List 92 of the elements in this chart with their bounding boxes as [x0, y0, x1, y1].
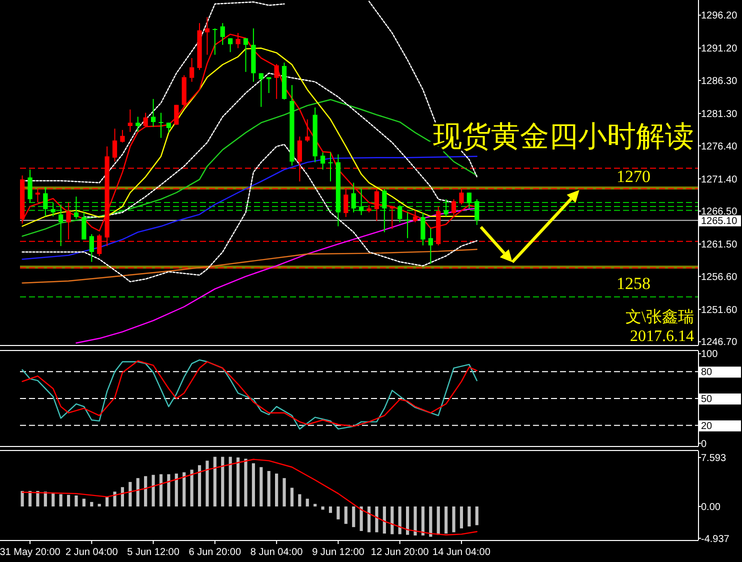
- bar: [390, 506, 394, 534]
- bar: [398, 506, 402, 534]
- bar: [375, 506, 378, 532]
- x-tick-label: 14 Jun 04:00: [432, 547, 491, 558]
- bar: [182, 472, 186, 506]
- bar: [352, 506, 356, 528]
- x-tick-label: 9 Jun 12:00: [312, 547, 365, 558]
- x-tick-label: 12 Jun 20:00: [370, 547, 430, 558]
- y-tick-label: 1296.20: [701, 10, 738, 22]
- bar: [414, 506, 417, 536]
- bar: [314, 504, 317, 506]
- bar: [452, 506, 456, 532]
- annotation: 文\张鑫瑞: [626, 308, 694, 326]
- bar: [321, 506, 324, 510]
- bar: [336, 506, 340, 520]
- y-tick-label: 1276.40: [701, 141, 738, 152]
- y-tick-label: 1261.50: [701, 240, 738, 251]
- bar: [159, 474, 163, 506]
- y-tick-label: 1246.70: [701, 337, 738, 348]
- bar: [236, 457, 240, 506]
- annotation: 2017.6.14: [630, 328, 694, 345]
- bar: [128, 482, 132, 506]
- x-tick-label: 8 Jun 04:00: [250, 547, 304, 558]
- bar: [28, 490, 32, 506]
- bar: [468, 506, 471, 526]
- y-tick-label: 1251.60: [701, 304, 738, 316]
- y-tick-label: 1265.10: [701, 216, 738, 227]
- bar: [344, 506, 348, 524]
- bar: [282, 478, 286, 506]
- bar: [90, 502, 94, 506]
- bar: [152, 474, 155, 506]
- bar: [275, 474, 278, 506]
- x-tick-label: 2 Jun 04:00: [66, 547, 118, 558]
- bar: [98, 504, 101, 506]
- y-tick-label: 1281.30: [701, 108, 738, 120]
- y-tick-label: 1291.20: [701, 44, 738, 55]
- bar: [244, 458, 248, 506]
- bar: [460, 506, 464, 528]
- ref-line-label: 1258: [616, 274, 651, 294]
- x-tick-label: 6 Jun 20:00: [188, 547, 242, 558]
- bar: [267, 470, 270, 506]
- bar: [252, 463, 255, 506]
- bar: [444, 506, 448, 534]
- bar: [206, 460, 209, 506]
- bar: [174, 474, 178, 506]
- y-tick-label: 0.00: [701, 502, 721, 513]
- y-tick-label: 1266.50: [701, 206, 738, 218]
- y-tick-label: 1256.60: [701, 272, 738, 283]
- bar: [406, 506, 410, 535]
- bar: [36, 490, 40, 506]
- bar: [298, 494, 302, 506]
- bar: [328, 506, 332, 513]
- bar: [221, 456, 224, 506]
- bar: [421, 506, 424, 536]
- bar: [475, 506, 478, 526]
- ref-line-label: 1270: [616, 167, 651, 186]
- bar: [74, 496, 78, 506]
- bar: [106, 496, 109, 506]
- bar: [52, 494, 55, 506]
- x-tick-label: 31 May 20:00: [0, 547, 61, 558]
- bar: [190, 470, 194, 506]
- bar: [113, 492, 116, 506]
- bar: [67, 494, 70, 506]
- y-tick-label: 80: [701, 367, 713, 378]
- bar: [59, 494, 62, 506]
- y-tick-label: 100: [701, 349, 718, 360]
- bar: [360, 506, 363, 531]
- bar: [144, 476, 148, 506]
- bar: [290, 488, 294, 506]
- y-tick-label: 1271.40: [701, 174, 738, 186]
- bar: [382, 506, 386, 534]
- bar: [136, 478, 140, 506]
- bar: [429, 506, 432, 537]
- bar: [198, 465, 202, 506]
- bar: [306, 498, 309, 506]
- y-tick-label: 50: [701, 394, 713, 405]
- y-tick-label: -4.937: [701, 534, 730, 545]
- bar: [436, 506, 440, 535]
- bar: [167, 474, 170, 506]
- y-tick-label: 1286.30: [701, 76, 738, 87]
- bar: [44, 492, 47, 506]
- bar: [260, 467, 263, 506]
- y-tick-label: 0: [701, 438, 707, 450]
- bar: [367, 506, 371, 532]
- bar: [82, 498, 86, 506]
- bar: [228, 456, 232, 506]
- x-tick-label: 5 Jun 12:00: [127, 547, 180, 558]
- bar: [20, 490, 24, 506]
- bar: [213, 456, 216, 506]
- y-tick-label: 7.593: [701, 452, 726, 464]
- y-tick-label: 20: [701, 420, 713, 432]
- bar: [120, 487, 124, 506]
